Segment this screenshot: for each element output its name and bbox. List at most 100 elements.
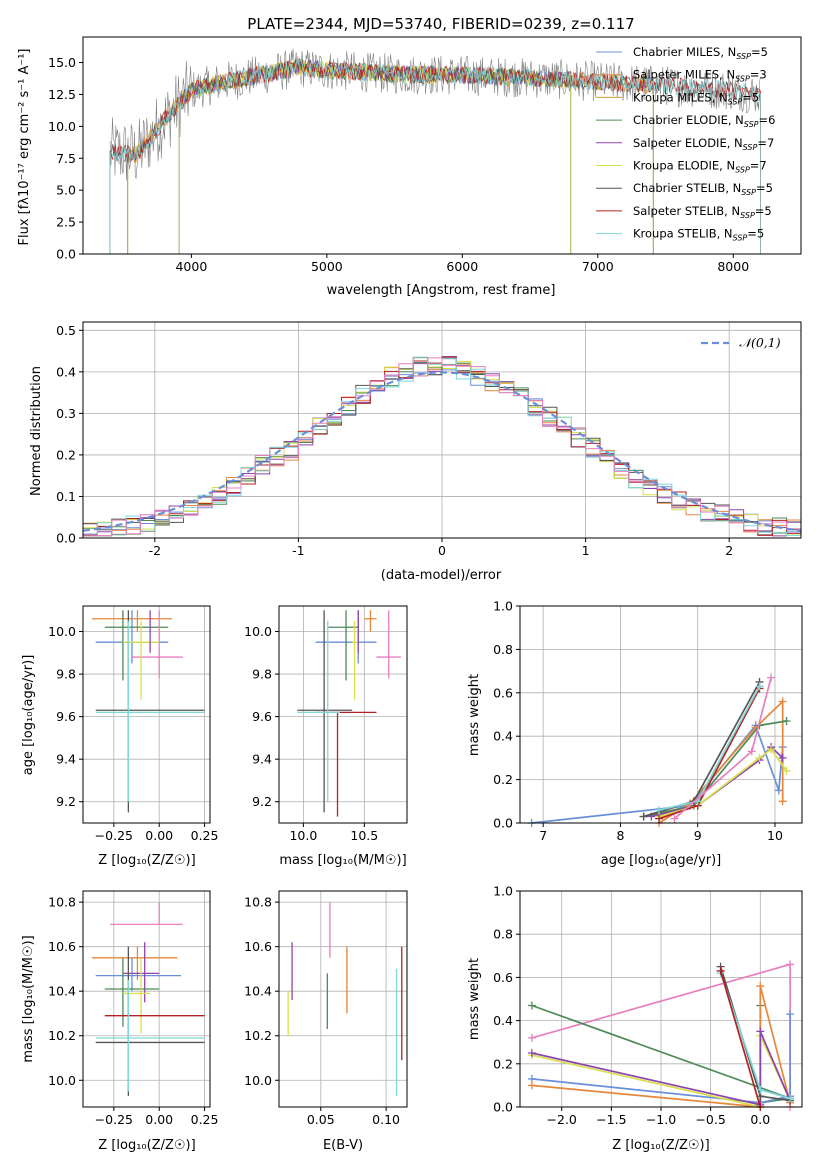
mass-vs-metallicity-panel: −0.25 0.00 0.25 10.0 10.2 10.4 10.6 10.8 Z [log…	[21, 890, 218, 1153]
y-tick-label: 10.4	[244, 984, 272, 999]
axes-frame	[278, 890, 408, 1108]
y-tick-label: 2.5	[56, 215, 76, 230]
y-tick-label: 0.0	[56, 247, 76, 262]
weight-marker-5-0	[527, 1049, 536, 1057]
y-tick-label: 0.8	[493, 642, 513, 657]
model-spectrum-line-8	[109, 59, 761, 254]
y-tick-label: 0.4	[493, 729, 513, 744]
spectrum-lines	[109, 48, 761, 254]
normal-reference-curve	[82, 371, 802, 532]
legend-value: =3	[750, 68, 767, 82]
weight-marker-8-1	[747, 747, 756, 756]
y-tick-label: 0.2	[493, 1056, 513, 1071]
y-tick-label: 12.5	[48, 87, 76, 102]
weight-marker-3-4	[778, 753, 787, 762]
legend-subscript: SSP	[736, 52, 751, 61]
x-tick-label: −0.25	[95, 1112, 133, 1127]
spectrum-panel: PLATE=2344, MJD=53740, FIBERID=0239, z=0…	[17, 15, 802, 298]
y-tick-label: 0.6	[493, 685, 513, 700]
weight-marker-4-3	[767, 745, 776, 754]
legend-label-3: Chabrier ELODIE, NSSP=6	[633, 113, 775, 129]
x-tick-label: 0	[438, 543, 446, 558]
y-tick-label: 0.6	[493, 970, 513, 985]
residuals-panel: -2 -1 0 1 2 0.0 0.1 0.2 0.3 0.4 0.5 𝒩(0,1) (data-mo…	[29, 321, 802, 583]
legend-label-4: Salpeter ELODIE, NSSP=7	[633, 136, 774, 152]
x-tick-label: −1.5	[596, 1112, 626, 1127]
weight-marker-1-3	[778, 697, 787, 706]
y-tick-label: 10.6	[244, 939, 272, 954]
y-tick-label: 9.4	[252, 752, 272, 767]
x-tick-label: 7	[539, 828, 547, 843]
weight-marker-7-0	[655, 805, 664, 814]
residuals-ylabel: Normed distribution	[29, 366, 44, 496]
y-tick-label: 10.4	[48, 984, 76, 999]
x-tick-label: -2	[149, 543, 161, 558]
spectrum-ylabel: Flux [fλ10⁻¹⁷ erg cm⁻² s⁻¹ A⁻¹]	[17, 49, 32, 246]
weight-marker-8-2	[767, 673, 776, 682]
x-tick-label: 8000	[717, 259, 749, 274]
y-tick-label: 0.0	[493, 1100, 513, 1115]
legend-label-7: Salpeter STELIB, NSSP=5	[633, 204, 772, 220]
age-z-xlabel: Z [log₁₀(Z/Z☉)]	[98, 853, 195, 868]
mass-z-xlabel: Z [log₁₀(Z/Z☉)]	[98, 1138, 195, 1153]
x-tick-label: 0.05	[307, 1112, 335, 1127]
x-tick-label: −0.5	[695, 1112, 725, 1127]
weight-marker-8-0	[716, 966, 725, 975]
normal-legend-label: 𝒩(0,1)	[739, 335, 781, 350]
legend-value: =5	[755, 204, 772, 218]
y-tick-label: 0.3	[56, 406, 76, 421]
legend-subscript: SSP	[744, 120, 759, 129]
axes-frame	[519, 890, 803, 1108]
legend-subscript: SSP	[728, 97, 743, 106]
y-tick-label: 0.2	[56, 447, 76, 462]
y-tick-label: 0.0	[493, 816, 513, 831]
residual-histogram-5	[83, 356, 801, 536]
y-tick-label: 10.6	[48, 939, 76, 954]
x-tick-label: 2	[725, 543, 733, 558]
y-tick-label: 0.1	[56, 489, 76, 504]
age-vs-mass-panel: 10.0 10.5 9.2 9.4 9.6 9.8 10.0 mass [log₁₀(M/M…	[244, 605, 408, 868]
weight-marker-0-1	[786, 960, 795, 969]
axes-frame	[82, 890, 211, 1108]
mass-weight-vs-metallicity-panel: −2.0 −1.5 −1.0 −0.5 0.0 0.0 0.2 0.4 0.6 0.8 1.0 Z …	[467, 884, 803, 1153]
y-tick-label: 10.2	[244, 1028, 272, 1043]
weight-marker-5-2	[756, 1027, 765, 1036]
y-tick-label: 5.0	[56, 183, 76, 198]
y-tick-label: 9.6	[252, 709, 272, 724]
legend-subscript: SSP	[735, 166, 750, 175]
weight-marker-7-2	[786, 1094, 795, 1103]
x-tick-label: −0.25	[95, 828, 133, 843]
y-tick-label: 0.5	[56, 323, 76, 338]
weight-marker-3-0	[527, 1081, 536, 1090]
y-tick-label: 1.0	[493, 884, 513, 899]
y-tick-label: 9.2	[252, 794, 272, 809]
x-tick-label: 5000	[311, 259, 343, 274]
legend-value: =5	[756, 181, 773, 195]
axes-frame	[82, 321, 802, 539]
axes-frame	[519, 605, 803, 824]
weight-age-xlabel: age [log₁₀(age/yr)]	[601, 853, 722, 868]
x-tick-label: 1	[582, 543, 590, 558]
y-tick-label: 9.6	[56, 709, 76, 724]
y-tick-label: 10.2	[48, 1028, 76, 1043]
x-tick-label: 0.00	[145, 1112, 173, 1127]
weight-z-xlabel: Z [log₁₀(Z/Z☉)]	[612, 1138, 709, 1153]
legend-label-0: Chabrier MILES, NSSP=5	[633, 45, 768, 61]
legend-label-5: Kroupa ELODIE, NSSP=7	[633, 159, 767, 175]
legend-value: =5	[751, 45, 768, 59]
legend-subscript: SSP	[740, 211, 755, 220]
weight-marker-5-0	[639, 812, 648, 821]
residual-histogram-8	[83, 357, 801, 537]
weight-marker-6-0	[655, 814, 664, 823]
y-tick-label: 10.0	[48, 624, 76, 639]
weight-marker-1-4	[778, 797, 787, 806]
age-vs-metallicity-panel: −0.25 0.00 0.25 9.2 9.4 9.6 9.8 10.0 Z [log₁₀(Z…	[21, 605, 218, 868]
spectrum-xlabel: wavelength [Angstrom, rest frame]	[327, 283, 556, 298]
weight-marker-2-3	[786, 1010, 795, 1019]
weight-line-2	[531, 1014, 791, 1104]
y-tick-label: 0.4	[493, 1013, 513, 1028]
y-tick-label: 0.2	[493, 772, 513, 787]
y-tick-label: 0.8	[493, 927, 513, 942]
y-tick-label: 10.0	[244, 1073, 272, 1088]
weight-marker-4-2	[755, 753, 764, 762]
